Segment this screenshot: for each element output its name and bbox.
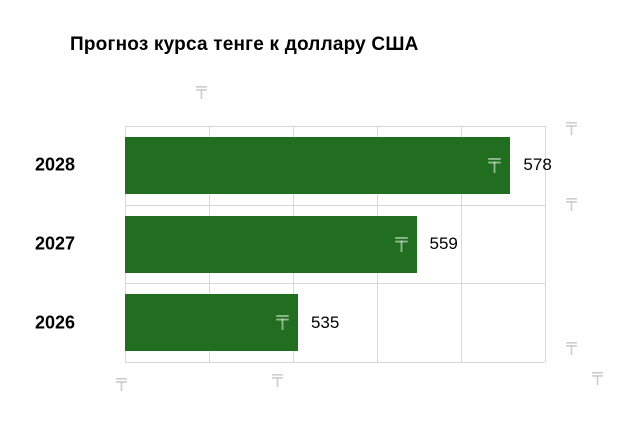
tenge-watermark-icon bbox=[566, 342, 577, 355]
value-label-2027: 559 bbox=[429, 234, 458, 253]
gridline-horizontal bbox=[125, 126, 545, 127]
tenge-icon bbox=[394, 236, 408, 252]
tenge-glyph bbox=[272, 374, 283, 387]
chart-title: Прогноз курса тенге к доллару США bbox=[70, 34, 419, 55]
tenge-watermark-icon bbox=[592, 372, 603, 385]
category-label-2027: 2027 bbox=[35, 233, 76, 254]
gridline-horizontal bbox=[125, 283, 545, 285]
tenge-glyph bbox=[566, 122, 577, 135]
tenge-icon bbox=[488, 157, 502, 173]
tenge-watermark-icon bbox=[566, 122, 577, 135]
gridline-vertical bbox=[461, 126, 462, 362]
tenge-glyph bbox=[116, 378, 127, 391]
bar-2028 bbox=[125, 136, 511, 194]
tenge-glyph bbox=[566, 198, 577, 211]
gridline-horizontal bbox=[125, 362, 545, 363]
bar-2027 bbox=[125, 215, 417, 273]
tenge-watermark-icon bbox=[272, 374, 283, 387]
tenge-watermark-icon bbox=[116, 378, 127, 391]
bar-2026 bbox=[125, 294, 298, 352]
value-label-2028: 578 bbox=[523, 155, 552, 175]
value-label-2026: 535 bbox=[310, 312, 340, 332]
tenge-icon bbox=[276, 315, 289, 331]
tenge-glyph bbox=[566, 342, 577, 355]
category-label-2028: 2028 bbox=[35, 154, 76, 175]
gridline-horizontal bbox=[125, 204, 545, 206]
category-label-2026: 2026 bbox=[35, 312, 76, 333]
tenge-watermark-icon bbox=[196, 86, 207, 99]
gridline-vertical bbox=[545, 126, 546, 362]
tenge-glyph bbox=[196, 86, 207, 99]
tenge-watermark-icon bbox=[566, 198, 577, 211]
tenge-glyph bbox=[592, 372, 603, 385]
plot-area: 578 559 535 bbox=[125, 126, 552, 363]
